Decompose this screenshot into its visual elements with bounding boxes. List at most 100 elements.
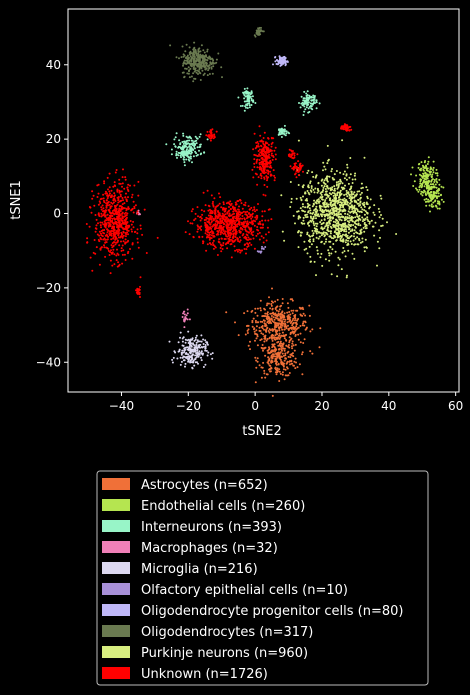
point <box>281 373 284 376</box>
point <box>192 66 195 69</box>
point <box>134 204 137 207</box>
point <box>212 217 215 220</box>
point <box>277 310 280 313</box>
point <box>118 178 121 181</box>
point <box>229 200 232 203</box>
point <box>196 146 199 149</box>
point <box>246 223 249 226</box>
point <box>124 178 127 181</box>
series-9-cluster-0 <box>85 168 159 279</box>
point <box>234 233 237 236</box>
point <box>124 196 127 199</box>
point <box>245 252 247 255</box>
point <box>141 233 144 236</box>
point <box>122 234 125 237</box>
point <box>427 156 430 159</box>
point <box>328 259 331 262</box>
y-tick-label: −20 <box>36 281 61 295</box>
point <box>320 227 323 230</box>
point <box>253 330 256 333</box>
point <box>326 186 329 189</box>
point <box>269 351 271 354</box>
point <box>338 207 341 210</box>
point <box>204 68 207 71</box>
point <box>379 236 381 239</box>
point <box>274 358 277 360</box>
point <box>363 250 366 253</box>
series-8-points <box>280 139 398 279</box>
point <box>295 323 298 326</box>
point <box>313 260 316 263</box>
point <box>114 243 117 246</box>
point <box>195 137 198 140</box>
point <box>432 171 435 174</box>
point <box>200 61 203 64</box>
point <box>301 306 304 309</box>
point <box>322 169 324 172</box>
point <box>206 233 209 236</box>
point <box>340 127 343 130</box>
legend-swatch <box>102 583 130 595</box>
point <box>222 242 225 244</box>
x-tick-label: −40 <box>109 399 134 413</box>
point <box>123 207 126 210</box>
point <box>243 217 246 220</box>
point <box>264 146 267 149</box>
point <box>310 187 313 189</box>
point <box>184 316 187 319</box>
point <box>179 363 182 366</box>
point <box>211 220 213 223</box>
point <box>348 207 351 210</box>
point <box>428 192 431 195</box>
point <box>103 201 106 204</box>
point <box>235 215 238 218</box>
point <box>365 224 368 227</box>
point <box>245 325 248 327</box>
point <box>226 241 229 244</box>
point <box>323 242 326 245</box>
point <box>355 193 358 196</box>
point <box>115 212 118 215</box>
point <box>312 188 315 191</box>
point <box>357 202 360 205</box>
point <box>187 347 190 350</box>
point <box>103 182 106 185</box>
point <box>266 338 269 340</box>
point <box>100 206 103 209</box>
point <box>183 164 186 167</box>
point <box>262 163 265 166</box>
point <box>280 316 283 319</box>
point <box>111 226 114 229</box>
point <box>325 203 328 205</box>
point <box>200 359 203 362</box>
point <box>183 355 186 358</box>
point <box>261 152 264 155</box>
point <box>423 167 426 170</box>
point <box>253 166 256 168</box>
point <box>116 215 119 218</box>
point <box>91 190 94 193</box>
point <box>332 194 335 197</box>
point <box>267 151 270 154</box>
point <box>205 249 208 252</box>
point <box>313 98 316 100</box>
point <box>308 245 311 248</box>
point <box>189 344 192 347</box>
point <box>178 146 181 149</box>
point <box>256 30 259 32</box>
point <box>97 192 100 195</box>
point <box>137 180 140 183</box>
point <box>289 363 291 366</box>
series-2-cluster-4 <box>175 146 192 161</box>
point <box>117 196 120 198</box>
point <box>333 214 336 217</box>
point <box>337 231 340 234</box>
point <box>269 320 271 323</box>
point <box>425 176 428 179</box>
legend: Astrocytes (n=652)Endothelial cells (n=2… <box>96 470 429 686</box>
point <box>183 349 186 352</box>
point <box>283 312 286 315</box>
point <box>320 214 323 217</box>
point <box>197 340 200 343</box>
point <box>343 170 346 173</box>
